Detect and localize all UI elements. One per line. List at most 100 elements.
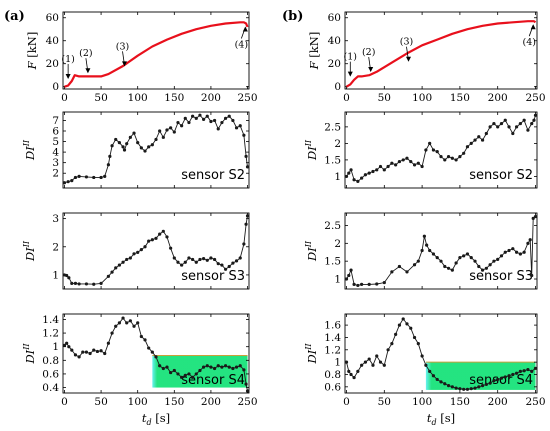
force-curve bbox=[64, 21, 249, 88]
data-point bbox=[106, 163, 111, 167]
data-point bbox=[73, 353, 78, 357]
chart-a-s3: 1 2 3 DIII sensor S3 bbox=[22, 212, 250, 290]
data-point bbox=[242, 368, 246, 372]
data-point bbox=[183, 116, 187, 120]
data-point bbox=[205, 364, 209, 368]
sensor-label: sensor S3 bbox=[469, 269, 533, 284]
data-point bbox=[169, 246, 173, 250]
data-point bbox=[511, 131, 515, 136]
x-tick-label: 250 bbox=[238, 396, 258, 408]
x-tick-label: 50 bbox=[94, 396, 107, 408]
data-point bbox=[503, 118, 507, 122]
y-tick-label: 1 bbox=[52, 269, 59, 281]
data-point bbox=[245, 389, 250, 393]
data-point bbox=[458, 387, 462, 391]
data-point bbox=[507, 248, 511, 253]
x-tick-label: 150 bbox=[450, 92, 470, 104]
x-tick-label: 50 bbox=[94, 92, 107, 104]
data-point bbox=[347, 369, 351, 373]
axes-frame bbox=[62, 111, 250, 189]
data-point bbox=[187, 256, 191, 260]
data-point bbox=[161, 229, 165, 233]
data-point bbox=[425, 243, 429, 247]
data-point bbox=[484, 382, 488, 386]
x-axis-label-sub: d bbox=[431, 418, 436, 427]
data-point bbox=[212, 257, 217, 262]
data-point bbox=[216, 262, 220, 266]
data-point bbox=[462, 387, 466, 391]
data-point bbox=[431, 252, 436, 256]
data-point bbox=[420, 248, 424, 253]
data-point bbox=[360, 363, 364, 367]
data-point bbox=[125, 321, 129, 325]
data-point bbox=[114, 266, 118, 270]
data-point bbox=[132, 252, 136, 256]
data-point bbox=[209, 365, 213, 369]
data-point bbox=[198, 257, 202, 262]
data-point bbox=[428, 369, 432, 373]
data-point bbox=[530, 369, 534, 373]
data-point bbox=[503, 375, 507, 379]
data-point bbox=[409, 326, 413, 330]
x-tick-label: 50 bbox=[378, 92, 391, 104]
data-point bbox=[238, 256, 242, 260]
axes-frame bbox=[344, 11, 538, 90]
data-point bbox=[121, 145, 125, 149]
sensor-label: sensor S4 bbox=[181, 373, 245, 388]
x-tick-label: 200 bbox=[201, 396, 221, 408]
data-point bbox=[99, 175, 103, 180]
y-tick-label: 3 bbox=[52, 213, 59, 225]
data-point bbox=[352, 375, 356, 380]
data-point bbox=[139, 247, 143, 252]
data-point bbox=[201, 257, 206, 261]
data-point bbox=[390, 270, 394, 274]
sensor-label: sensor S2 bbox=[181, 168, 245, 183]
data-point bbox=[375, 168, 379, 172]
y-axis-label-unit: [kN] bbox=[307, 32, 321, 58]
data-point bbox=[183, 373, 187, 377]
data-point bbox=[158, 232, 162, 236]
data-point bbox=[180, 375, 184, 379]
data-point bbox=[401, 317, 405, 321]
data-point bbox=[77, 355, 81, 359]
data-point bbox=[231, 261, 235, 265]
x-tick-label: 0 bbox=[61, 92, 68, 104]
y-axis-label-main: DI bbox=[305, 146, 319, 161]
y-tick-label: 0.8 bbox=[42, 355, 59, 367]
data-point bbox=[473, 138, 477, 142]
data-point bbox=[227, 114, 231, 118]
data-point bbox=[77, 282, 81, 286]
y-tick-label: 7 bbox=[52, 115, 59, 127]
axes-frame bbox=[344, 313, 538, 394]
data-point bbox=[363, 173, 368, 177]
data-point bbox=[443, 382, 447, 386]
data-point bbox=[344, 360, 349, 364]
stage-arrow-head bbox=[347, 71, 353, 77]
data-point bbox=[480, 138, 485, 142]
data-point bbox=[454, 386, 458, 390]
data-point bbox=[121, 260, 125, 264]
data-point bbox=[352, 178, 356, 182]
data-point bbox=[103, 351, 107, 356]
data-point bbox=[390, 161, 394, 165]
data-point bbox=[530, 121, 534, 126]
data-point bbox=[462, 254, 466, 258]
data-point bbox=[352, 282, 356, 286]
data-point bbox=[223, 116, 228, 120]
data-point bbox=[477, 135, 481, 139]
data-point bbox=[103, 174, 107, 178]
data-point bbox=[209, 119, 213, 124]
y-tick-label: 40 bbox=[46, 35, 59, 47]
data-point bbox=[349, 168, 353, 172]
data-point bbox=[378, 164, 383, 169]
x-tick-label: 50 bbox=[378, 396, 391, 408]
stage-label: (4) bbox=[522, 37, 535, 48]
data-point bbox=[205, 258, 209, 262]
data-point bbox=[187, 120, 191, 125]
y-tick-label: 60 bbox=[46, 12, 59, 24]
data-point bbox=[511, 247, 515, 251]
data-point bbox=[244, 222, 248, 226]
data-point bbox=[499, 376, 504, 380]
data-point bbox=[526, 367, 530, 372]
data-point bbox=[382, 280, 386, 285]
